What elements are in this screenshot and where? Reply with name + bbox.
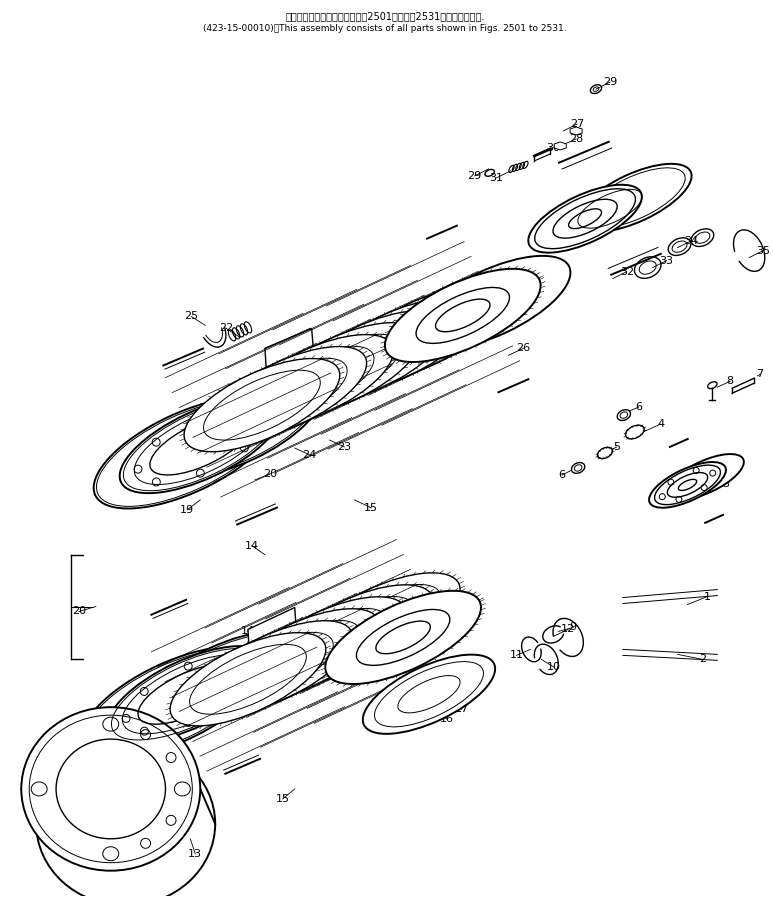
Text: 14: 14: [245, 541, 259, 551]
Ellipse shape: [415, 256, 570, 349]
Text: 27: 27: [570, 119, 584, 129]
Text: 32: 32: [620, 266, 634, 276]
Text: 20: 20: [263, 469, 277, 479]
Ellipse shape: [224, 609, 380, 702]
Ellipse shape: [528, 185, 642, 253]
Text: 13: 13: [189, 849, 203, 858]
Text: 20: 20: [72, 606, 86, 616]
Text: 29: 29: [468, 170, 482, 181]
Text: 24: 24: [302, 450, 317, 460]
Polygon shape: [554, 142, 567, 150]
Text: 22: 22: [219, 324, 233, 334]
Ellipse shape: [363, 655, 495, 734]
Text: 28: 28: [569, 134, 584, 144]
Text: 2: 2: [699, 654, 706, 665]
Text: 19: 19: [180, 505, 194, 515]
Text: 8: 8: [727, 376, 734, 387]
Text: 29: 29: [603, 77, 617, 87]
Ellipse shape: [649, 462, 726, 508]
Ellipse shape: [325, 591, 481, 684]
Ellipse shape: [238, 335, 393, 428]
Ellipse shape: [578, 164, 692, 231]
Text: 10: 10: [547, 662, 561, 673]
Text: 12: 12: [561, 624, 575, 634]
Text: このアセンブリの構成部品は第2501図から第2531図まで含みます.: このアセンブリの構成部品は第2501図から第2531図まで含みます.: [285, 12, 485, 22]
Text: 7: 7: [757, 370, 764, 379]
Text: (423-15-00010)：This assembly consists of all parts shown in Figs. 2501 to 2531.: (423-15-00010)：This assembly consists of…: [203, 24, 567, 33]
Text: 1: 1: [704, 591, 711, 602]
Ellipse shape: [107, 646, 269, 743]
Text: 15: 15: [276, 794, 290, 804]
Ellipse shape: [211, 346, 366, 440]
Text: 14: 14: [241, 626, 255, 637]
Ellipse shape: [142, 631, 304, 727]
Ellipse shape: [184, 359, 340, 452]
Polygon shape: [265, 328, 318, 422]
Text: 3: 3: [722, 479, 729, 489]
Ellipse shape: [197, 621, 352, 714]
Text: 21: 21: [364, 602, 378, 612]
Text: 6: 6: [635, 402, 642, 412]
Text: 16: 16: [440, 714, 454, 724]
Ellipse shape: [264, 323, 421, 416]
Ellipse shape: [346, 287, 501, 380]
Ellipse shape: [250, 597, 407, 690]
Ellipse shape: [305, 573, 460, 666]
Ellipse shape: [598, 448, 612, 458]
Text: 31: 31: [489, 173, 503, 183]
Text: 26: 26: [516, 344, 530, 353]
Text: 9: 9: [570, 623, 577, 632]
Text: 25: 25: [184, 311, 199, 321]
Ellipse shape: [170, 632, 326, 726]
Ellipse shape: [159, 380, 321, 476]
Text: 6: 6: [559, 470, 566, 480]
Ellipse shape: [625, 425, 644, 439]
Text: 35: 35: [756, 246, 770, 256]
Polygon shape: [248, 607, 300, 703]
Text: 18: 18: [283, 632, 297, 642]
Text: 33: 33: [659, 256, 673, 266]
Ellipse shape: [318, 299, 474, 392]
Text: 17: 17: [455, 704, 469, 714]
Text: 15: 15: [364, 503, 378, 513]
Ellipse shape: [120, 396, 281, 493]
Ellipse shape: [385, 269, 540, 362]
Text: 30: 30: [547, 143, 560, 152]
Text: 5: 5: [614, 442, 621, 452]
Ellipse shape: [22, 707, 200, 871]
Text: 4: 4: [657, 419, 664, 429]
Ellipse shape: [617, 410, 631, 421]
Text: 23: 23: [337, 442, 352, 452]
Ellipse shape: [278, 585, 433, 678]
Text: 34: 34: [684, 236, 699, 246]
Text: 11: 11: [509, 650, 523, 660]
Ellipse shape: [571, 463, 584, 474]
Ellipse shape: [291, 310, 447, 404]
Polygon shape: [570, 127, 582, 135]
Ellipse shape: [667, 454, 744, 500]
Ellipse shape: [708, 382, 717, 388]
